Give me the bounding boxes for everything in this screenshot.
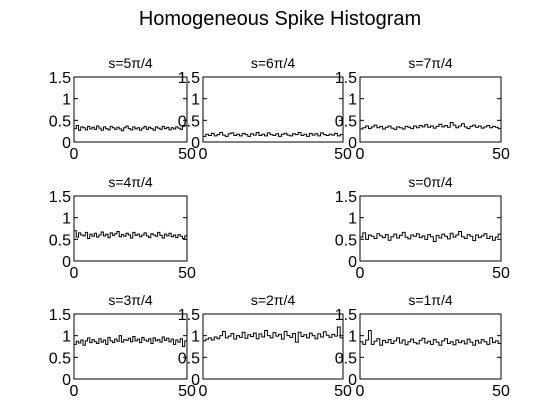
y-tick-label: 1.5 <box>335 307 357 324</box>
x-tick-label: 50 <box>334 383 352 400</box>
histogram-series <box>203 131 343 137</box>
x-tick-label: 50 <box>492 146 510 163</box>
subplot-title: s=0π/4 <box>408 174 453 190</box>
x-tick-label: 50 <box>334 146 352 163</box>
y-tick-label: 1.5 <box>335 189 357 206</box>
y-tick-label: 0 <box>348 372 357 389</box>
axes-frame <box>359 76 502 143</box>
subplot-title: s=3π/4 <box>108 292 153 308</box>
axes-frame <box>202 76 344 143</box>
x-tick-label: 50 <box>178 383 196 400</box>
y-tick-label: 1.5 <box>49 189 71 206</box>
axes-frame <box>73 195 188 262</box>
x-tick-label: 50 <box>178 146 196 163</box>
y-tick-label: 1 <box>191 92 200 109</box>
y-tick-label: 0.5 <box>335 350 357 367</box>
y-tick-label: 0 <box>191 135 200 152</box>
histogram-series <box>74 335 187 347</box>
histogram-series <box>74 125 187 132</box>
histogram-series <box>360 231 501 242</box>
x-tick-label: 0 <box>199 383 208 400</box>
subplot-8: s=1π/400.511.50 50 <box>335 292 510 400</box>
y-tick-label: 0 <box>191 372 200 389</box>
y-tick-label: 0.5 <box>178 350 200 367</box>
histogram-series <box>360 329 501 346</box>
y-tick-label: 1 <box>348 211 357 228</box>
y-tick-label: 0.5 <box>178 113 200 130</box>
subplot-title: s=7π/4 <box>408 55 453 71</box>
y-tick-label: 1 <box>62 92 71 109</box>
y-tick-label: 1 <box>62 211 71 228</box>
x-tick-label: 0 <box>70 383 79 400</box>
y-tick-label: 0 <box>348 135 357 152</box>
figure-title: Homogeneous Spike Histogram <box>138 8 422 30</box>
y-tick-label: 0.5 <box>49 232 71 249</box>
axes-frame <box>359 195 502 262</box>
y-tick-label: 0.5 <box>335 113 357 130</box>
x-tick-label: 50 <box>178 265 196 282</box>
x-tick-label: 50 <box>492 265 510 282</box>
y-tick-label: 1 <box>348 92 357 109</box>
subplot-5: s=0π/4 0 0.5 1 1.5 0 50 <box>335 174 510 282</box>
histogram-series <box>74 230 187 239</box>
y-tick-label: 1 <box>62 329 71 346</box>
x-tick-label: 0 <box>199 146 208 163</box>
subplot-title: s=4π/4 <box>108 174 153 190</box>
x-tick-label: 50 <box>492 383 510 400</box>
y-tick-label: 1.5 <box>178 307 200 324</box>
y-tick-label: 0.5 <box>335 232 357 249</box>
y-tick-label: 0 <box>348 254 357 271</box>
axes-frame <box>73 76 188 143</box>
axes-frame <box>73 313 188 380</box>
y-tick-label: 1.5 <box>49 307 71 324</box>
subplot-title: s=5π/4 <box>108 55 153 71</box>
y-tick-label: 1.5 <box>49 70 71 87</box>
axes-frame <box>359 313 502 380</box>
subplot-2: s=6π/400.511.50 50 <box>178 55 352 163</box>
subplot-title: s=2π/4 <box>251 292 296 308</box>
y-tick-label: 0 <box>62 372 71 389</box>
subplot-4: s=4π/4 0 0.5 1 1.5 0 50 <box>49 174 196 282</box>
histogram-series <box>203 326 343 343</box>
y-tick-label: 0.5 <box>49 113 71 130</box>
subplot-3: s=7π/400.511.50 50 <box>335 55 510 163</box>
subplot-1: s=5π/4 0 0.5 1 1.5 0 50 <box>49 55 196 163</box>
y-tick-label: 0 <box>62 135 71 152</box>
subplot-6: s=3π/4 0 0.5 1 1.5 0 50 <box>49 292 196 400</box>
y-tick-label: 0.5 <box>49 350 71 367</box>
x-tick-label: 0 <box>70 265 79 282</box>
y-tick-label: 1 <box>348 329 357 346</box>
subplot-title: s=6π/4 <box>251 55 296 71</box>
x-tick-label: 0 <box>356 265 365 282</box>
axes-frame <box>202 313 344 380</box>
subplot-7: s=2π/400.511.50 50 <box>178 292 352 400</box>
x-tick-label: 0 <box>356 383 365 400</box>
x-tick-label: 0 <box>356 146 365 163</box>
y-tick-label: 1.5 <box>178 70 200 87</box>
subplot-title: s=1π/4 <box>408 292 453 308</box>
y-tick-label: 0 <box>62 254 71 271</box>
histogram-series <box>360 122 501 130</box>
y-tick-label: 1.5 <box>335 70 357 87</box>
x-tick-label: 0 <box>70 146 79 163</box>
y-tick-label: 1 <box>191 329 200 346</box>
